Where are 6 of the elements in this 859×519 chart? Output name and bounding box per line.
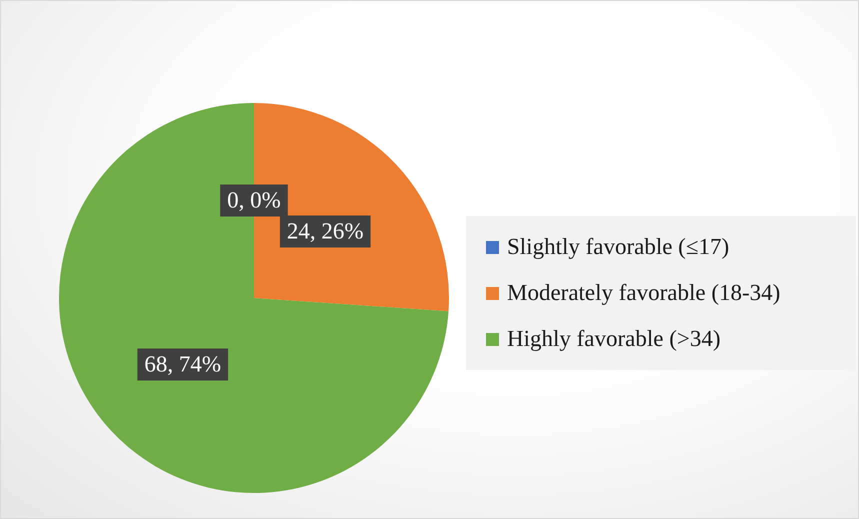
data-label: 24, 26% <box>286 218 364 244</box>
legend-label: Moderately favorable (18-34) <box>507 280 780 306</box>
data-label: 68, 74% <box>144 352 222 377</box>
legend-label: Slightly favorable (≤17) <box>507 234 730 260</box>
text: 0, 0% <box>227 188 281 213</box>
legend-label: Highly favorable (>34) <box>507 326 721 352</box>
